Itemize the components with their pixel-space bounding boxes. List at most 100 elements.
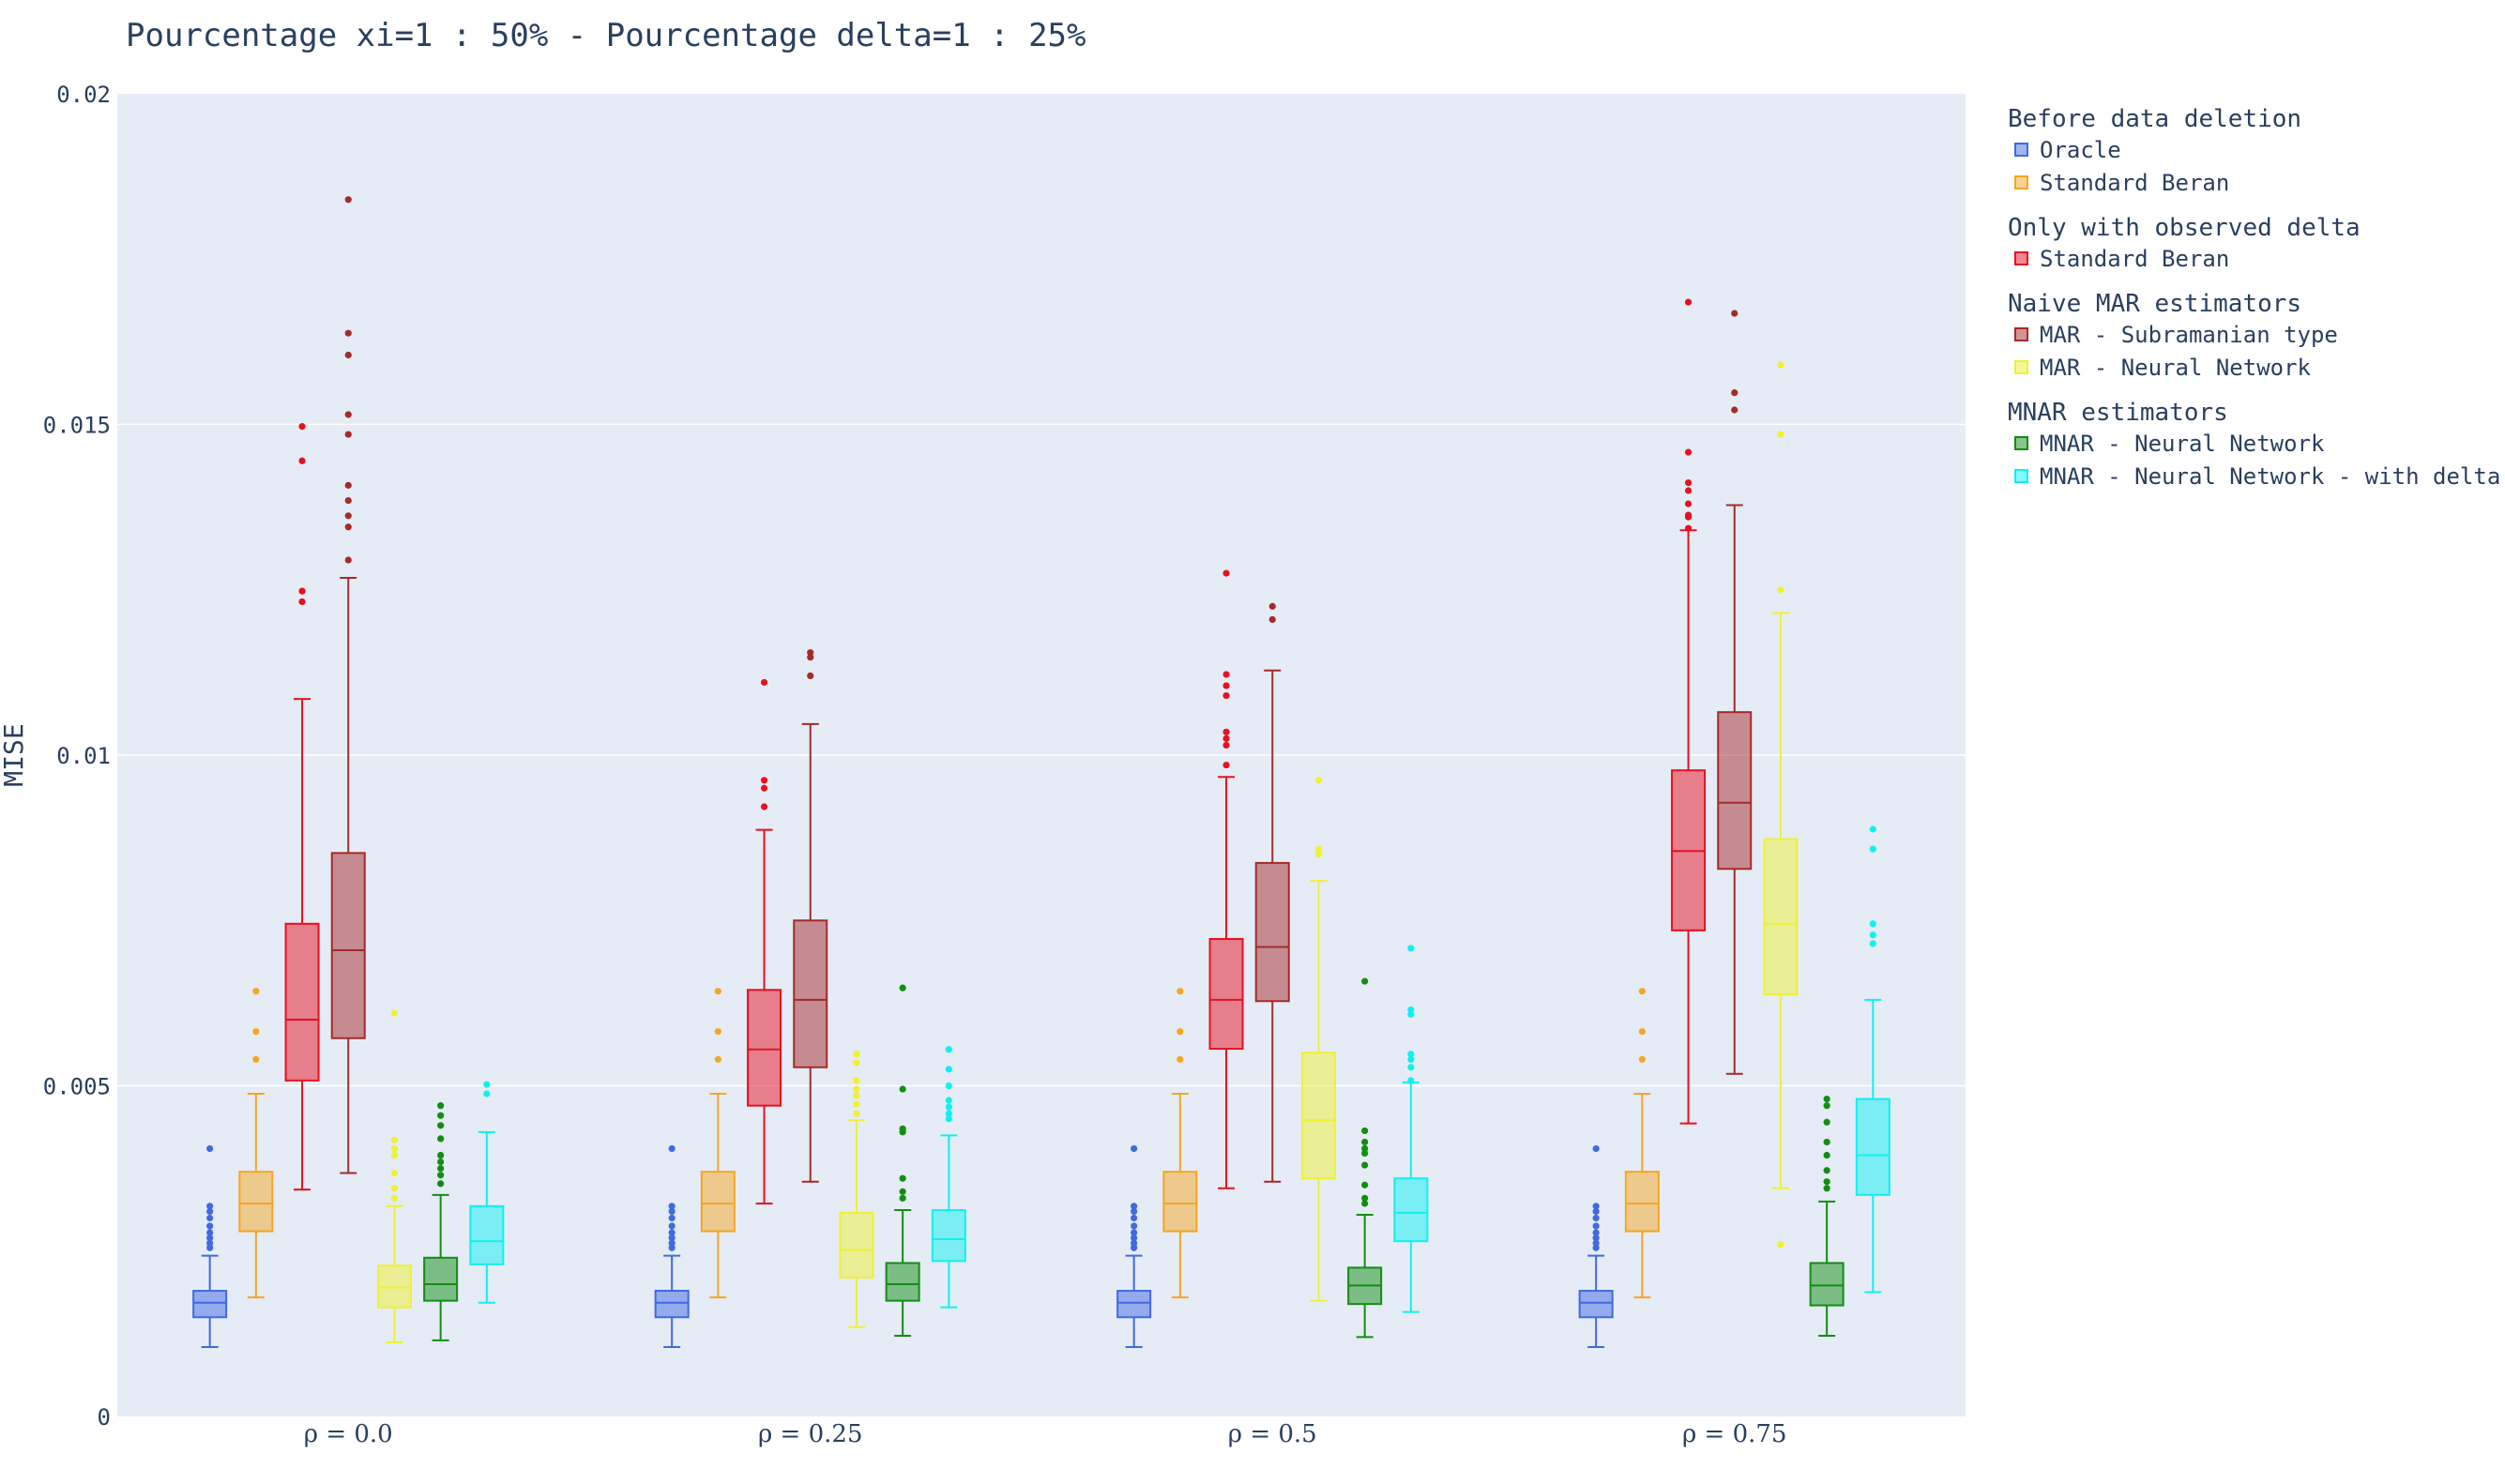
box-body: [747, 989, 782, 1107]
outlier-point: [1268, 615, 1276, 624]
outlier-point: [206, 1207, 214, 1216]
outlier-point: [1869, 940, 1876, 947]
box-plots: [192, 196, 1890, 1348]
legend-group-title-3: MNAR estimators: [2008, 399, 2228, 427]
outlier-point: [344, 523, 352, 531]
outlier-point: [1777, 586, 1784, 594]
box-body: [330, 852, 366, 1039]
outlier-point: [1131, 1207, 1138, 1216]
box-body: [1393, 1177, 1429, 1243]
outlier-point: [1407, 1006, 1415, 1014]
box-2-1: [747, 678, 782, 1204]
box-4-0: [376, 1009, 412, 1344]
legend-item-0: Oracle: [2040, 137, 2121, 163]
outlier-point: [206, 1229, 214, 1236]
outlier-point: [760, 777, 768, 784]
box-2-2: [1208, 569, 1244, 1189]
box-body: [238, 1171, 274, 1233]
outlier-point: [1177, 1055, 1184, 1063]
outlier-point: [437, 1158, 445, 1166]
outlier-point: [1823, 1167, 1830, 1174]
box-body: [192, 1290, 228, 1319]
outlier-point: [945, 1103, 952, 1111]
y-tick-label-2: 0.01: [56, 743, 111, 769]
box-5-1: [885, 984, 920, 1337]
outlier-point: [1638, 988, 1646, 995]
box-2-0: [284, 423, 320, 1191]
outlier-point: [1731, 389, 1738, 397]
outlier-point: [1314, 777, 1323, 784]
box-body: [376, 1264, 412, 1309]
outlier-point: [1823, 1102, 1830, 1110]
outlier-point: [1592, 1203, 1600, 1210]
outlier-point: [1684, 298, 1693, 306]
outlier-point: [1131, 1144, 1138, 1153]
outlier-point: [252, 988, 260, 995]
outlier-point: [807, 654, 814, 661]
x-tick-label-2: ρ = 0.5: [1228, 1420, 1317, 1448]
y-tick-label-1: 0.005: [43, 1074, 111, 1100]
box-6-0: [469, 1081, 505, 1304]
outlier-point: [1177, 988, 1184, 995]
outlier-point: [206, 1203, 214, 1210]
outlier-point: [1131, 1234, 1138, 1242]
outlier-point: [1823, 1151, 1830, 1159]
outlier-point: [390, 1136, 399, 1143]
gridlines: [117, 423, 1966, 1087]
outlier-point: [298, 598, 306, 606]
outlier-point: [1592, 1222, 1600, 1230]
outlier-point: [945, 1097, 952, 1104]
legend-swatch-2: [2014, 251, 2028, 265]
outlier-point: [1638, 1028, 1646, 1036]
box-4-3: [1763, 361, 1799, 1249]
outlier-point: [1777, 431, 1784, 438]
outlier-point: [390, 1169, 399, 1177]
box-body: [423, 1256, 459, 1302]
outlier-point: [1131, 1229, 1138, 1236]
legend-swatch-3: [2014, 327, 2028, 341]
outlier-point: [1823, 1138, 1830, 1146]
outlier-point: [1777, 361, 1784, 369]
outlier-point: [1131, 1239, 1138, 1247]
outlier-point: [437, 1180, 445, 1188]
outlier-point: [206, 1244, 214, 1251]
legend-item-3: MAR - Subramanian type: [2040, 322, 2338, 348]
outlier-point: [298, 423, 306, 431]
legend: Before data deletion Oracle Standard Beran…: [2008, 105, 2500, 490]
box-body: [700, 1171, 736, 1233]
outlier-point: [1592, 1214, 1600, 1222]
outlier-point: [1684, 524, 1693, 532]
y-tick-label-3: 0.015: [43, 413, 111, 439]
outlier-point: [1361, 1200, 1369, 1207]
outlier-point: [1823, 1185, 1830, 1192]
outlier-point: [1222, 761, 1230, 769]
outlier-point: [668, 1207, 676, 1216]
outlier-point: [344, 556, 352, 564]
outlier-point: [1361, 1127, 1369, 1135]
box-6-1: [931, 1046, 966, 1309]
box-0-2: [1116, 1144, 1152, 1348]
box-body: [654, 1290, 690, 1319]
outlier-point: [483, 1081, 491, 1088]
outlier-point: [1684, 487, 1693, 494]
legend-swatch-0: [2014, 143, 2028, 157]
outlier-point: [344, 411, 352, 418]
outlier-point: [390, 1185, 399, 1192]
box-body: [1763, 838, 1799, 996]
box-6-2: [1393, 945, 1429, 1313]
outlier-point: [1731, 406, 1738, 414]
outlier-point: [437, 1135, 445, 1143]
outlier-point: [1222, 728, 1230, 735]
outlier-point: [1731, 310, 1738, 317]
outlier-point: [1592, 1207, 1600, 1216]
outlier-point: [807, 672, 814, 680]
outlier-point: [1268, 602, 1276, 610]
legend-item-1: Standard Beran: [2040, 170, 2229, 196]
legend-group-title-0: Before data deletion: [2008, 105, 2301, 133]
outlier-point: [298, 587, 306, 595]
legend-item-4: MAR - Neural Network: [2040, 355, 2312, 381]
x-tick-label-1: ρ = 0.25: [758, 1420, 863, 1448]
outlier-point: [1361, 1194, 1369, 1202]
outlier-point: [1222, 741, 1230, 750]
outlier-point: [1592, 1244, 1600, 1251]
